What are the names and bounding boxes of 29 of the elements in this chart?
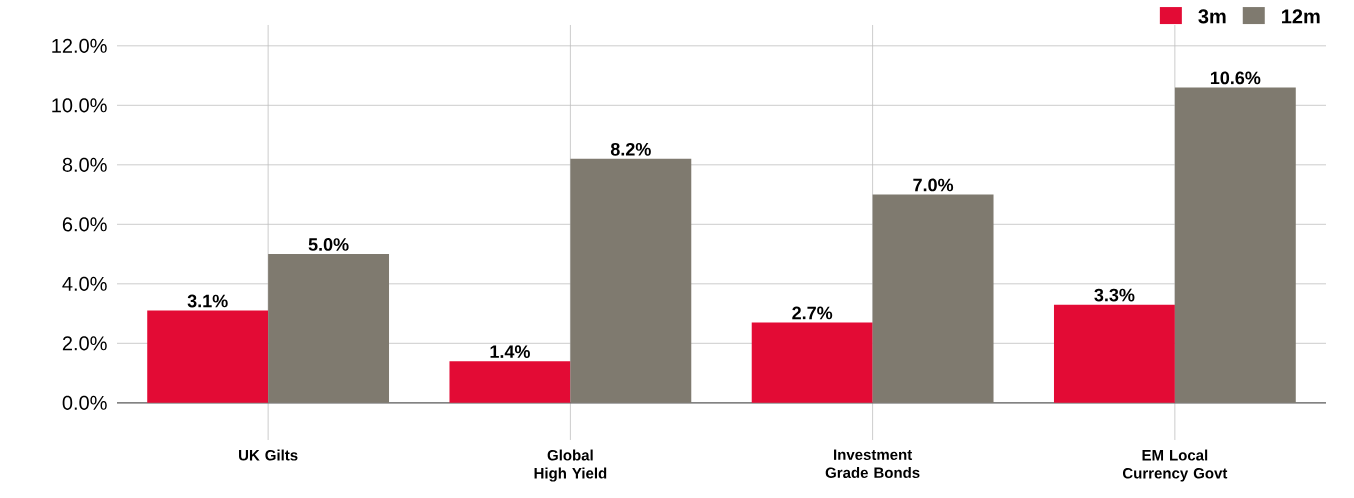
y-tick-label: 4.0% [62,276,107,291]
y-tick-label: 10.0% [52,98,107,113]
data-label: 8.2% [610,142,651,156]
data-label: 3.1% [187,294,228,308]
data-label: 3.3% [1094,288,1135,302]
bar [872,194,994,403]
data-label: 7.0% [913,178,954,192]
x-tick-label: EM Local Currency Govt [1122,449,1228,482]
bar [1174,87,1296,403]
bar [268,254,390,403]
legend-label: 12m [1282,9,1320,24]
data-label: 1.4% [490,345,530,358]
bar [449,361,571,403]
data-label: 10.6% [1210,71,1261,85]
x-tick-label: Investment Grade Bonds [825,449,920,478]
y-tick-label: 8.0% [62,157,107,172]
y-tick-label: 0.0% [62,395,107,410]
x-tick-label: Global High Yield [534,449,607,482]
y-tick-label: 12.0% [52,38,107,53]
bar [751,322,873,403]
data-label: 2.7% [792,306,833,320]
data-label: 5.0% [308,238,349,251]
y-tick-label: 2.0% [62,336,107,351]
bar [147,310,269,403]
bar [570,158,692,403]
x-tick-label: UK Gilts [239,449,298,461]
bar [1053,304,1175,403]
legend-label: 3m [1198,9,1226,24]
y-tick-label: 6.0% [62,217,107,232]
